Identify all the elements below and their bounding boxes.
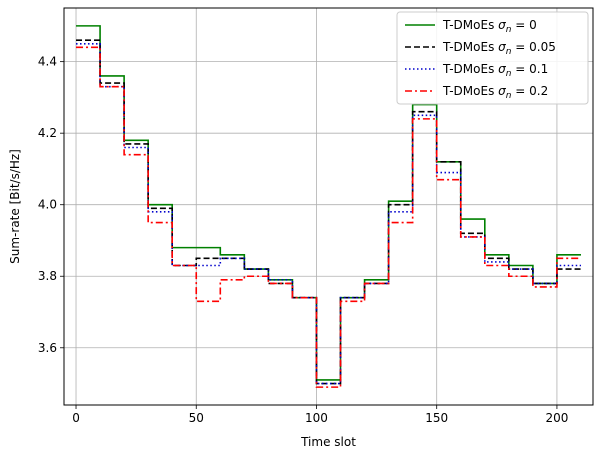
- x-tick-label: 100: [305, 411, 328, 425]
- x-axis-label: Time slot: [300, 435, 356, 449]
- y-tick-label: 4.0: [38, 198, 57, 212]
- x-tick-label: 150: [425, 411, 448, 425]
- y-tick-label: 4.2: [38, 126, 57, 140]
- legend-label-1: T-DMoEs σn = 0.05: [442, 40, 556, 57]
- series-line-3: [76, 46, 581, 388]
- x-tick-label: 200: [545, 411, 568, 425]
- legend-label-2: T-DMoEs σn = 0.1: [442, 62, 548, 79]
- ticks: 0 50 100 150 200 3.6 3.8 4.0 4.2 4.4: [38, 55, 568, 425]
- series-line-1: [76, 39, 581, 385]
- legend-box: [396, 11, 589, 105]
- x-tick-label: 0: [72, 411, 80, 425]
- x-tick-label: 50: [189, 411, 204, 425]
- legend-label-3: T-DMoEs σn = 0.2: [442, 84, 548, 101]
- y-axis-label: Sum-rate [Bit/s/Hz]: [8, 149, 22, 264]
- plot-lines: [76, 25, 581, 388]
- series-line-2: [76, 42, 581, 385]
- y-tick-label: 3.6: [38, 341, 57, 355]
- y-tick-label: 3.8: [38, 269, 57, 283]
- legend-label-0: T-DMoEs σn = 0: [442, 18, 537, 35]
- plot-frame: [63, 7, 594, 406]
- y-tick-label: 4.4: [38, 55, 57, 69]
- legend: T-DMoEs σn = 0 T-DMoEs σn = 0.05 T-DMoEs σ…: [396, 11, 589, 105]
